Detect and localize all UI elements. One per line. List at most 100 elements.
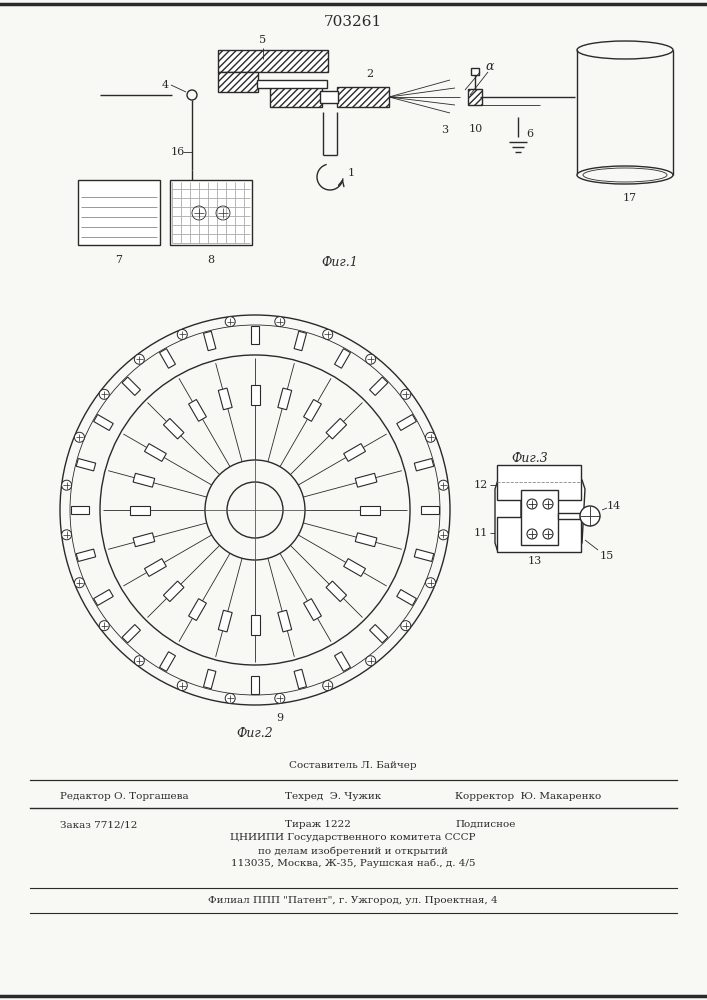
Polygon shape (93, 590, 113, 605)
Text: по делам изобретений и открытий: по делам изобретений и открытий (258, 846, 448, 856)
Polygon shape (133, 473, 155, 487)
Polygon shape (218, 610, 232, 632)
Polygon shape (189, 599, 206, 621)
Text: 11: 11 (474, 528, 488, 538)
Text: 4: 4 (161, 80, 168, 90)
Polygon shape (397, 590, 416, 605)
Polygon shape (144, 559, 166, 576)
Circle shape (177, 681, 187, 691)
Text: Техред  Э. Чужик: Техред Э. Чужик (285, 792, 381, 801)
Circle shape (426, 578, 436, 588)
Polygon shape (397, 415, 416, 430)
Polygon shape (414, 459, 434, 471)
Circle shape (99, 621, 110, 631)
Text: 9: 9 (276, 713, 284, 723)
Text: 3: 3 (441, 125, 448, 135)
Circle shape (366, 354, 375, 364)
Circle shape (226, 693, 235, 703)
Circle shape (543, 499, 553, 509)
Polygon shape (163, 581, 184, 602)
Bar (270, 87, 322, 107)
Polygon shape (122, 625, 141, 643)
Polygon shape (326, 581, 346, 602)
Text: Филиал ППП "Патент", г. Ужгород, ул. Проектная, 4: Филиал ППП "Патент", г. Ужгород, ул. Про… (208, 896, 498, 905)
Polygon shape (303, 399, 322, 421)
Polygon shape (326, 418, 346, 439)
Polygon shape (334, 349, 351, 368)
Text: 5: 5 (259, 35, 267, 45)
Polygon shape (558, 480, 585, 552)
Polygon shape (93, 415, 113, 430)
Text: ЦНИИПИ Государственного комитета СССР: ЦНИИПИ Государственного комитета СССР (230, 833, 476, 842)
Text: Фиг.3: Фиг.3 (512, 452, 549, 465)
Bar (218, 72, 258, 92)
Circle shape (543, 529, 553, 539)
Circle shape (62, 480, 71, 490)
Polygon shape (218, 388, 232, 410)
Circle shape (527, 499, 537, 509)
Text: Составитель Л. Байчер: Составитель Л. Байчер (289, 761, 417, 770)
Polygon shape (355, 533, 377, 547)
Polygon shape (360, 506, 380, 514)
Text: 6: 6 (527, 129, 534, 139)
Polygon shape (414, 549, 434, 561)
Circle shape (227, 482, 283, 538)
Circle shape (438, 530, 448, 540)
Text: 703261: 703261 (324, 15, 382, 29)
Polygon shape (163, 418, 184, 439)
Circle shape (74, 432, 84, 442)
Text: 16: 16 (171, 147, 185, 157)
Circle shape (366, 656, 375, 666)
Bar (218, 50, 328, 72)
Polygon shape (344, 559, 366, 576)
Polygon shape (250, 385, 259, 405)
Polygon shape (160, 349, 175, 368)
Bar (521, 490, 558, 545)
Text: Фиг.2: Фиг.2 (237, 727, 274, 740)
Circle shape (205, 460, 305, 560)
Polygon shape (76, 459, 95, 471)
Polygon shape (278, 388, 292, 410)
Circle shape (134, 656, 144, 666)
Bar (468, 89, 482, 105)
Bar (78, 180, 160, 245)
Text: Заказ 7712/12: Заказ 7712/12 (60, 820, 137, 829)
Text: 7: 7 (115, 255, 122, 265)
Polygon shape (370, 377, 388, 395)
Polygon shape (495, 480, 521, 552)
Text: Корректор  Ю. Макаренко: Корректор Ю. Макаренко (455, 792, 601, 801)
Text: 8: 8 (207, 255, 214, 265)
Polygon shape (122, 377, 141, 395)
Polygon shape (204, 331, 216, 351)
Polygon shape (278, 610, 292, 632)
Polygon shape (251, 326, 259, 344)
Bar (497, 517, 581, 552)
Circle shape (134, 354, 144, 364)
Circle shape (62, 530, 71, 540)
Polygon shape (251, 676, 259, 694)
Polygon shape (160, 652, 175, 671)
Circle shape (177, 329, 187, 339)
Text: Тираж 1222: Тираж 1222 (285, 820, 351, 829)
Text: 2: 2 (366, 69, 373, 79)
Circle shape (580, 506, 600, 526)
Text: Редактор О. Торгашева: Редактор О. Торгашева (60, 792, 189, 801)
Text: α: α (486, 60, 494, 73)
Circle shape (74, 578, 84, 588)
Polygon shape (76, 549, 95, 561)
Text: Фиг.1: Фиг.1 (322, 255, 358, 268)
Polygon shape (355, 473, 377, 487)
Polygon shape (133, 533, 155, 547)
Polygon shape (189, 399, 206, 421)
Bar (497, 465, 581, 500)
Bar (170, 180, 252, 245)
Polygon shape (204, 669, 216, 689)
Circle shape (322, 329, 333, 339)
Bar (471, 68, 479, 75)
Circle shape (275, 693, 285, 703)
Polygon shape (250, 615, 259, 635)
Circle shape (438, 480, 448, 490)
Circle shape (401, 621, 411, 631)
Circle shape (226, 317, 235, 327)
Circle shape (99, 389, 110, 399)
